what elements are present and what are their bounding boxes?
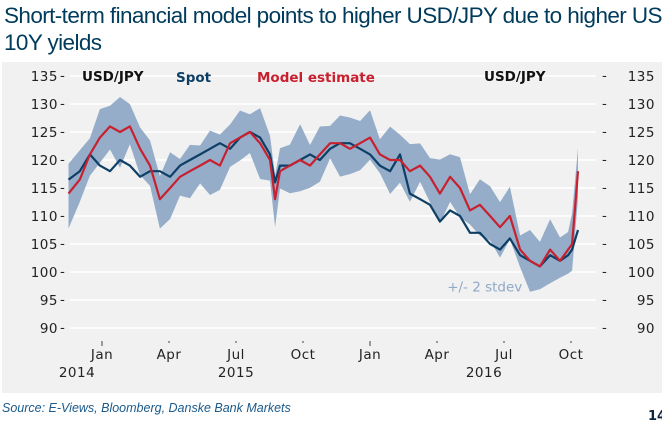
y-tick-mark-left: - — [60, 264, 65, 280]
y-tick-label-left: 110 — [31, 209, 58, 225]
y-tick-mark-right: - — [602, 292, 607, 308]
y-tick-label-right: 105 — [628, 237, 655, 253]
y-axis-left: 135 -130 -125 -120 -115 -110 -105 -100 -95 -90- — [31, 68, 65, 337]
y-tick-label-left: 95 — [40, 293, 58, 309]
band-annotation: +/- 2 stdev — [447, 280, 522, 296]
y-tick-label-right: 135 — [628, 69, 655, 85]
y-tick-mark-right: - — [602, 320, 607, 336]
source-note: Source: E-Views, Bloomberg, Danske Bank … — [2, 401, 291, 415]
stdev-band — [68, 97, 578, 292]
x-tick-label: Jul — [226, 347, 245, 363]
y-tick-mark-left: - — [60, 292, 65, 308]
x-axis: Jan 2014 Apr Jul 2015 Oct Jan Apr Jul 2016 Oct — [59, 341, 584, 381]
y-tick-label-right: 100 — [628, 265, 655, 281]
x-tick-label: Jul — [494, 347, 513, 363]
x-tick-label: Apr — [157, 347, 182, 363]
x-tick-label: Apr — [425, 347, 450, 363]
y-tick-mark-right: - — [602, 68, 607, 84]
x-year-label: 2016 — [466, 365, 502, 381]
x-year-label: 2015 — [218, 365, 254, 381]
y-tick-mark-right: - — [602, 96, 607, 112]
y-tick-mark-right: - — [602, 180, 607, 196]
model-estimate-line — [67, 125, 580, 268]
y-tick-label-left: 125 — [31, 125, 58, 141]
y-tick-label-left: 130 — [31, 97, 58, 113]
y-tick-label-right: 125 — [628, 125, 655, 141]
spot-line — [67, 130, 580, 268]
page-number: 14 — [648, 409, 662, 424]
x-tick-label: Jan — [358, 347, 381, 363]
y-tick-mark-left: - — [60, 152, 65, 168]
y-tick-label-right: 120 — [628, 153, 655, 169]
x-tick-label: Jan — [90, 347, 113, 363]
y-tick-mark-left: - — [60, 236, 65, 252]
y-tick-mark-left: - — [60, 208, 65, 224]
y-tick-mark-right: - — [602, 236, 607, 252]
y-tick-label-left: 100 — [31, 265, 58, 281]
y-tick-label-left: 120 — [31, 153, 58, 169]
chart-title: Short-term financial model points to hig… — [4, 3, 662, 55]
y-tick-label-left: 135 — [31, 69, 58, 85]
x-tick-label: Oct — [559, 347, 584, 363]
y-tick-mark-right: - — [602, 124, 607, 140]
y-tick-label-right: 95 — [637, 293, 655, 309]
left-axis-unit-label: USD/JPY — [82, 69, 144, 85]
legend-model-estimate: Model estimate — [257, 70, 375, 86]
y-tick-label-right: 110 — [628, 209, 655, 225]
y-tick-mark-right: - — [602, 152, 607, 168]
chart: 135 -130 -125 -120 -115 -110 -105 -100 -95 -90- -… — [31, 68, 655, 381]
y-tick-mark-right: - — [602, 208, 607, 224]
y-tick-label-left: 90 — [40, 321, 58, 337]
y-tick-mark-left: - — [60, 320, 65, 336]
right-axis-unit-label: USD/JPY — [484, 69, 546, 85]
y-tick-mark-left: - — [60, 68, 65, 84]
y-tick-label-right: 115 — [628, 181, 655, 197]
x-tick-label: Oct — [291, 347, 316, 363]
y-tick-label-left: 115 — [31, 181, 58, 197]
x-year-label: 2014 — [59, 365, 95, 381]
y-tick-mark-left: - — [60, 180, 65, 196]
y-tick-label-right: 130 — [628, 97, 655, 113]
legend-spot: Spot — [176, 70, 212, 86]
y-tick-label-left: 105 — [31, 237, 58, 253]
y-tick-label-right: 90 — [637, 321, 655, 337]
y-axis-right: - 135 - 130 - 125 - 120 - 115 - 110 - 105 - 100 - 95 - 90 — [602, 68, 655, 337]
y-tick-mark-right: - — [602, 264, 607, 280]
y-tick-mark-left: - — [60, 124, 65, 140]
y-tick-mark-left: - — [60, 96, 65, 112]
